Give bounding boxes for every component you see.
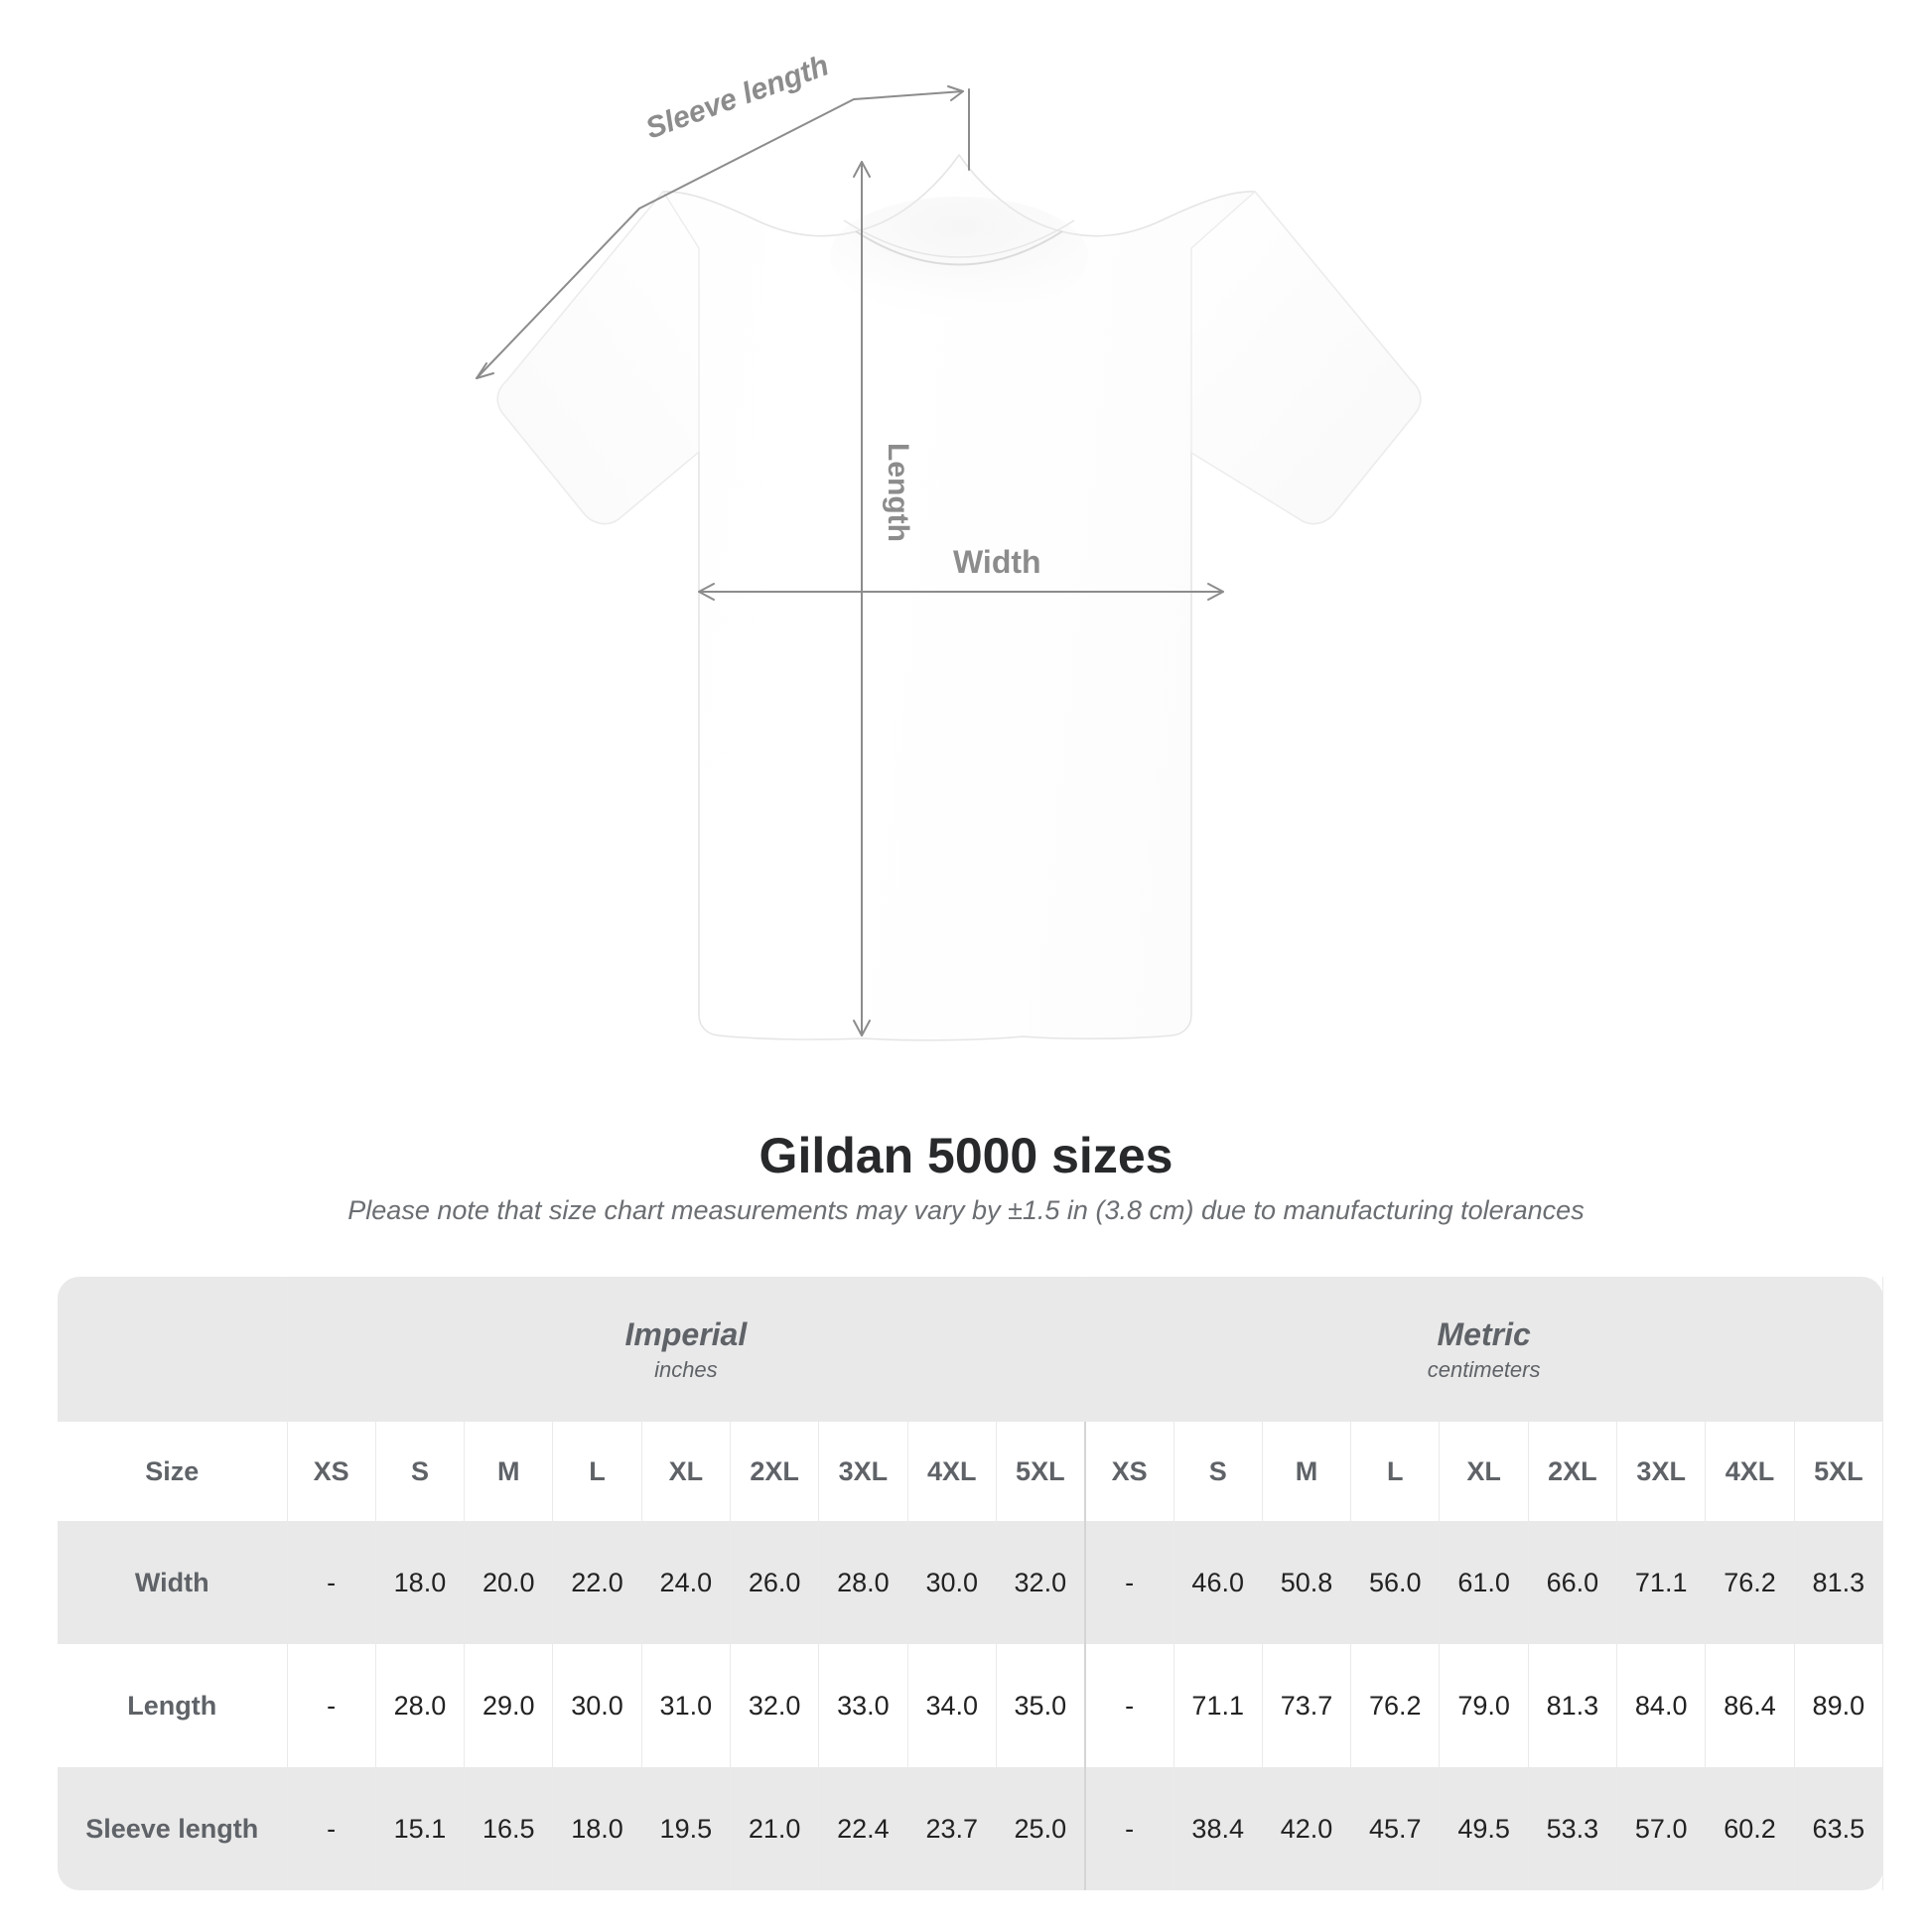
- svg-text:Length: Length: [882, 443, 914, 542]
- svg-text:Sleeve length: Sleeve length: [641, 49, 833, 145]
- svg-text:Width: Width: [953, 544, 1041, 580]
